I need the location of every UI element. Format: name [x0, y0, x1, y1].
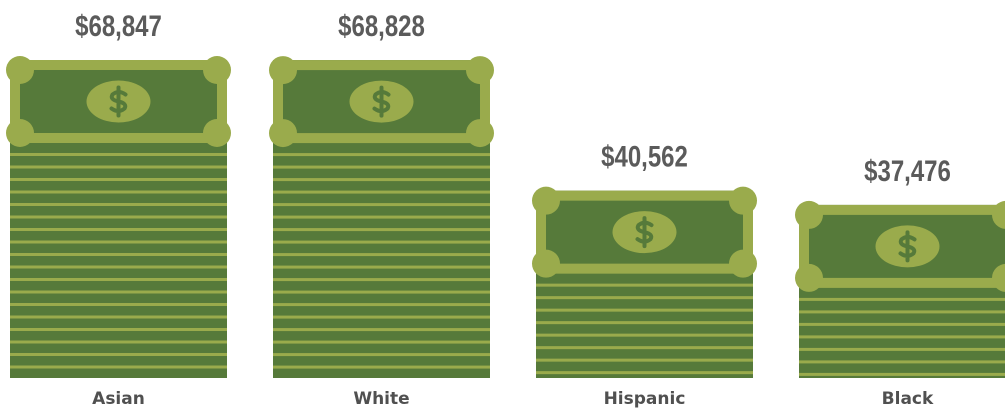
bill-stripe [10, 215, 227, 219]
category-label: White [353, 389, 409, 409]
category-label: Black [882, 389, 934, 409]
value-label: $37,476 [864, 153, 951, 187]
bill-corner [992, 263, 1005, 292]
bill-stripe [10, 240, 227, 244]
dollar-icon [372, 85, 391, 118]
value-label: $68,847 [75, 8, 162, 42]
bill-stripe [536, 333, 753, 337]
bill-stripe [10, 328, 227, 331]
bill-corner [203, 56, 231, 84]
bill-stripe [273, 353, 490, 357]
bill-stripe [273, 253, 490, 257]
bill-stripe [10, 353, 227, 356]
bill-corner [992, 200, 1005, 229]
bill-stripe [799, 347, 1005, 351]
bill-corner [466, 119, 494, 148]
bill-corner [729, 186, 757, 215]
bill-corner [795, 200, 823, 229]
bill-stripe [10, 340, 227, 344]
bill-corner [6, 119, 34, 147]
bill-stripe [273, 278, 490, 282]
bill-stripe [536, 296, 753, 300]
bill-stripe [799, 372, 1005, 376]
bill-stripe [10, 178, 227, 181]
bill-stripe [273, 203, 490, 207]
bill-stripe [799, 335, 1005, 339]
bill-stripe [273, 228, 490, 232]
bill-stripe [273, 165, 490, 169]
bill-stripe [10, 190, 227, 194]
bill-stripe [536, 371, 753, 375]
bill-stripe [10, 253, 227, 256]
dollar-icon [898, 230, 917, 263]
bill-corner [466, 56, 494, 85]
bill-stripe [273, 240, 490, 244]
bill-stripe [10, 265, 227, 269]
bill-corner [729, 249, 757, 278]
category-label: Asian [92, 389, 145, 409]
bill-stripe [273, 340, 490, 344]
bill-corner [6, 56, 34, 84]
bill-stripe [536, 321, 753, 325]
bill-stripe [536, 358, 753, 362]
bill-stripe [273, 328, 490, 332]
bill-stripe [273, 215, 490, 219]
bill-stripe [273, 178, 490, 182]
bill-stripe [10, 365, 227, 369]
bill-stripe [273, 265, 490, 269]
bill-corner [269, 119, 297, 148]
bill-stripe [273, 153, 490, 157]
bill-stripe [273, 303, 490, 307]
bill-stripe [10, 315, 227, 319]
value-label: $68,828 [338, 8, 425, 42]
bill-stripe [10, 278, 227, 281]
bill-stripe [536, 283, 753, 287]
bill-stripe [10, 228, 227, 231]
bill-stripe [10, 203, 227, 206]
bill-corner [203, 119, 231, 147]
bill-stripe [799, 310, 1005, 314]
bill-stripe [799, 322, 1005, 326]
bill-stripe [273, 190, 490, 194]
bill-corner [532, 186, 560, 215]
value-label: $40,562 [601, 139, 688, 173]
bill-corner [269, 56, 297, 85]
bill-stripe [273, 315, 490, 319]
bill-stripe [273, 290, 490, 294]
bill-stripe [10, 303, 227, 306]
bill-stripe [10, 290, 227, 294]
bill-corner [532, 249, 560, 278]
dollar-icon [635, 216, 654, 249]
category-label: Hispanic [604, 389, 686, 409]
bill-corner [795, 263, 823, 292]
dollar-icon [109, 85, 128, 118]
bill-stripe [273, 365, 490, 369]
bill-stripe [536, 346, 753, 350]
bill-stripe [10, 153, 227, 156]
bill-stripe [799, 297, 1005, 301]
bill-stripe [10, 165, 227, 169]
bill-stripe [536, 308, 753, 312]
bill-stripe [799, 360, 1005, 364]
